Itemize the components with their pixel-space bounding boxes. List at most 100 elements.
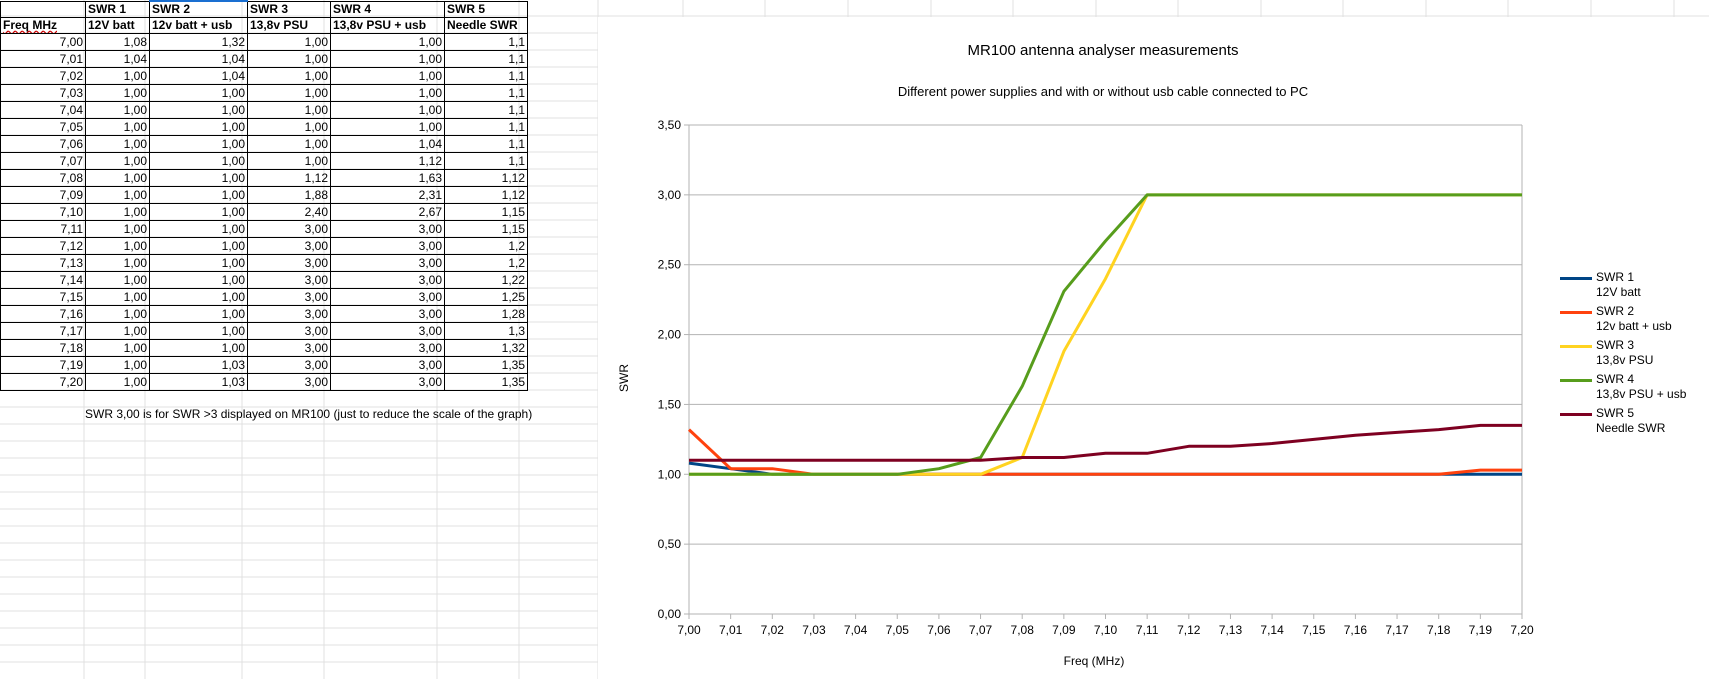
table-cell[interactable]: 1,00 xyxy=(330,67,445,85)
table-cell[interactable]: 1,00 xyxy=(149,322,248,340)
legend-item-swr-4[interactable]: SWR 4 13,8v PSU + usb xyxy=(1560,372,1686,402)
table-cell[interactable]: 1,28 xyxy=(444,305,528,323)
header-cell[interactable]: 13,8v PSU xyxy=(247,17,331,34)
table-cell[interactable]: 1,00 xyxy=(85,220,150,238)
table-cell[interactable]: 1,00 xyxy=(247,152,331,170)
table-cell[interactable]: 1,63 xyxy=(330,169,445,187)
table-cell[interactable]: 2,40 xyxy=(247,203,331,221)
table-cell[interactable]: 3,00 xyxy=(330,220,445,238)
table-cell[interactable]: 7,19 xyxy=(0,356,86,374)
table-cell[interactable]: 1,00 xyxy=(85,322,150,340)
table-cell[interactable]: 1,1 xyxy=(444,33,528,51)
series-line-swr-4[interactable] xyxy=(689,193,1522,476)
table-cell[interactable]: 7,17 xyxy=(0,322,86,340)
table-cell[interactable]: 1,00 xyxy=(149,152,248,170)
header-cell[interactable]: Freq MHz xyxy=(0,17,86,34)
table-cell[interactable]: 1,00 xyxy=(85,339,150,357)
table-cell[interactable]: 3,00 xyxy=(247,339,331,357)
table-cell[interactable]: 1,00 xyxy=(247,33,331,51)
table-cell[interactable]: 1,12 xyxy=(330,152,445,170)
table-cell[interactable]: 1,12 xyxy=(444,169,528,187)
table-cell[interactable]: 7,06 xyxy=(0,135,86,153)
table-cell[interactable]: 1,00 xyxy=(85,254,150,272)
table-cell[interactable]: 1,00 xyxy=(149,101,248,119)
table-cell[interactable]: 1,00 xyxy=(85,356,150,374)
header-cell[interactable] xyxy=(0,0,86,18)
table-cell[interactable]: 1,00 xyxy=(149,186,248,204)
header-cell[interactable]: Needle SWR xyxy=(444,17,528,34)
line-chart[interactable]: MR100 antenna analyser measurements Diff… xyxy=(600,0,1709,679)
table-cell[interactable]: 1,00 xyxy=(85,135,150,153)
table-cell[interactable]: 7,00 xyxy=(0,33,86,51)
table-cell[interactable]: 3,00 xyxy=(330,356,445,374)
table-cell[interactable]: 1,00 xyxy=(85,271,150,289)
table-cell[interactable]: 1,1 xyxy=(444,84,528,102)
table-cell[interactable]: 3,00 xyxy=(247,254,331,272)
header-cell[interactable]: 12V batt xyxy=(85,17,150,34)
table-cell[interactable]: 1,00 xyxy=(85,305,150,323)
table-cell[interactable]: 1,2 xyxy=(444,254,528,272)
table-cell[interactable]: 1,1 xyxy=(444,50,528,68)
table-cell[interactable]: 3,00 xyxy=(330,237,445,255)
table-cell[interactable]: 1,00 xyxy=(149,271,248,289)
header-cell[interactable]: SWR 4 xyxy=(330,0,445,18)
table-cell[interactable]: 1,00 xyxy=(330,118,445,136)
table-cell[interactable]: 1,1 xyxy=(444,118,528,136)
table-cell[interactable]: 7,16 xyxy=(0,305,86,323)
table-cell[interactable]: 7,05 xyxy=(0,118,86,136)
table-cell[interactable]: 1,00 xyxy=(330,84,445,102)
table-cell[interactable]: 1,1 xyxy=(444,135,528,153)
table-cell[interactable]: 7,10 xyxy=(0,203,86,221)
table-cell[interactable]: 1,00 xyxy=(149,339,248,357)
table-cell[interactable]: 1,12 xyxy=(247,169,331,187)
table-cell[interactable]: 1,1 xyxy=(444,152,528,170)
table-cell[interactable]: 1,00 xyxy=(149,118,248,136)
table-cell[interactable]: 3,00 xyxy=(247,271,331,289)
table-cell[interactable]: 3,00 xyxy=(247,288,331,306)
table-cell[interactable]: 1,00 xyxy=(149,220,248,238)
table-cell[interactable]: 1,00 xyxy=(247,84,331,102)
table-cell[interactable]: 1,03 xyxy=(149,373,248,391)
table-cell[interactable]: 1,00 xyxy=(149,203,248,221)
table-cell[interactable]: 7,03 xyxy=(0,84,86,102)
table-cell[interactable]: 1,15 xyxy=(444,220,528,238)
table-cell[interactable]: 1,00 xyxy=(149,237,248,255)
table-cell[interactable]: 1,00 xyxy=(247,101,331,119)
table-cell[interactable]: 1,1 xyxy=(444,101,528,119)
table-cell[interactable]: 7,02 xyxy=(0,67,86,85)
table-cell[interactable]: 1,03 xyxy=(149,356,248,374)
table-cell[interactable]: 1,2 xyxy=(444,237,528,255)
table-cell[interactable]: 3,00 xyxy=(330,305,445,323)
table-cell[interactable]: 2,67 xyxy=(330,203,445,221)
table-cell[interactable]: 3,00 xyxy=(330,373,445,391)
table-cell[interactable]: 1,04 xyxy=(85,50,150,68)
table-cell[interactable]: 3,00 xyxy=(330,271,445,289)
table-cell[interactable]: 7,15 xyxy=(0,288,86,306)
table-cell[interactable]: 7,13 xyxy=(0,254,86,272)
table-cell[interactable]: 1,00 xyxy=(149,288,248,306)
legend-item-swr-1[interactable]: SWR 1 12V batt xyxy=(1560,270,1686,300)
table-cell[interactable]: 1,00 xyxy=(85,203,150,221)
table-cell[interactable]: 1,04 xyxy=(149,67,248,85)
table-cell[interactable]: 7,11 xyxy=(0,220,86,238)
header-cell[interactable]: 13,8v PSU + usb xyxy=(330,17,445,34)
table-cell[interactable]: 1,00 xyxy=(247,118,331,136)
table-cell[interactable]: 1,00 xyxy=(247,67,331,85)
table-cell[interactable]: 7,18 xyxy=(0,339,86,357)
table-cell[interactable]: 7,12 xyxy=(0,237,86,255)
table-cell[interactable]: 1,1 xyxy=(444,67,528,85)
table-cell[interactable]: 3,00 xyxy=(247,373,331,391)
table-cell[interactable]: 1,35 xyxy=(444,373,528,391)
header-cell[interactable]: 12v batt + usb xyxy=(149,17,248,34)
table-cell[interactable]: 1,12 xyxy=(444,186,528,204)
table-cell[interactable]: 3,00 xyxy=(330,288,445,306)
table-cell[interactable]: 1,3 xyxy=(444,322,528,340)
table-cell[interactable]: 1,00 xyxy=(85,84,150,102)
table-cell[interactable]: 3,00 xyxy=(247,356,331,374)
table-cell[interactable]: 1,08 xyxy=(85,33,150,51)
table-cell[interactable]: 1,00 xyxy=(149,254,248,272)
table-cell[interactable]: 1,32 xyxy=(444,339,528,357)
table-cell[interactable]: 1,00 xyxy=(85,118,150,136)
table-cell[interactable]: 1,00 xyxy=(85,373,150,391)
table-cell[interactable]: 1,00 xyxy=(330,33,445,51)
